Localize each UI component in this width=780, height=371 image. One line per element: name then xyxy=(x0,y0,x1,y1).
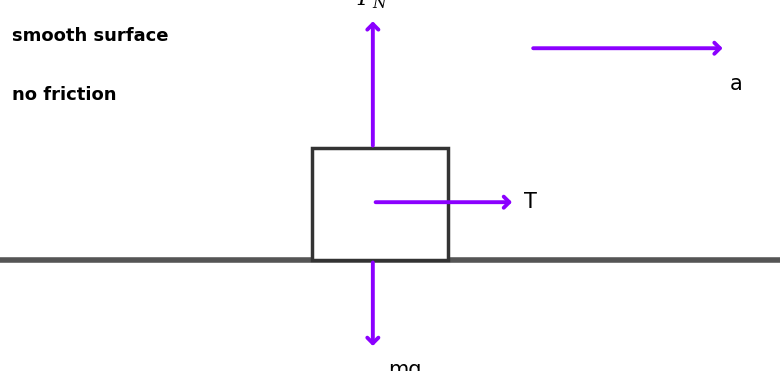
Bar xyxy=(312,148,448,260)
Text: a: a xyxy=(730,74,743,94)
Text: T: T xyxy=(524,192,537,212)
Text: smooth surface: smooth surface xyxy=(12,26,168,45)
Text: no friction: no friction xyxy=(12,86,116,104)
Text: mg: mg xyxy=(388,360,422,371)
Text: $F_N$: $F_N$ xyxy=(357,0,388,11)
